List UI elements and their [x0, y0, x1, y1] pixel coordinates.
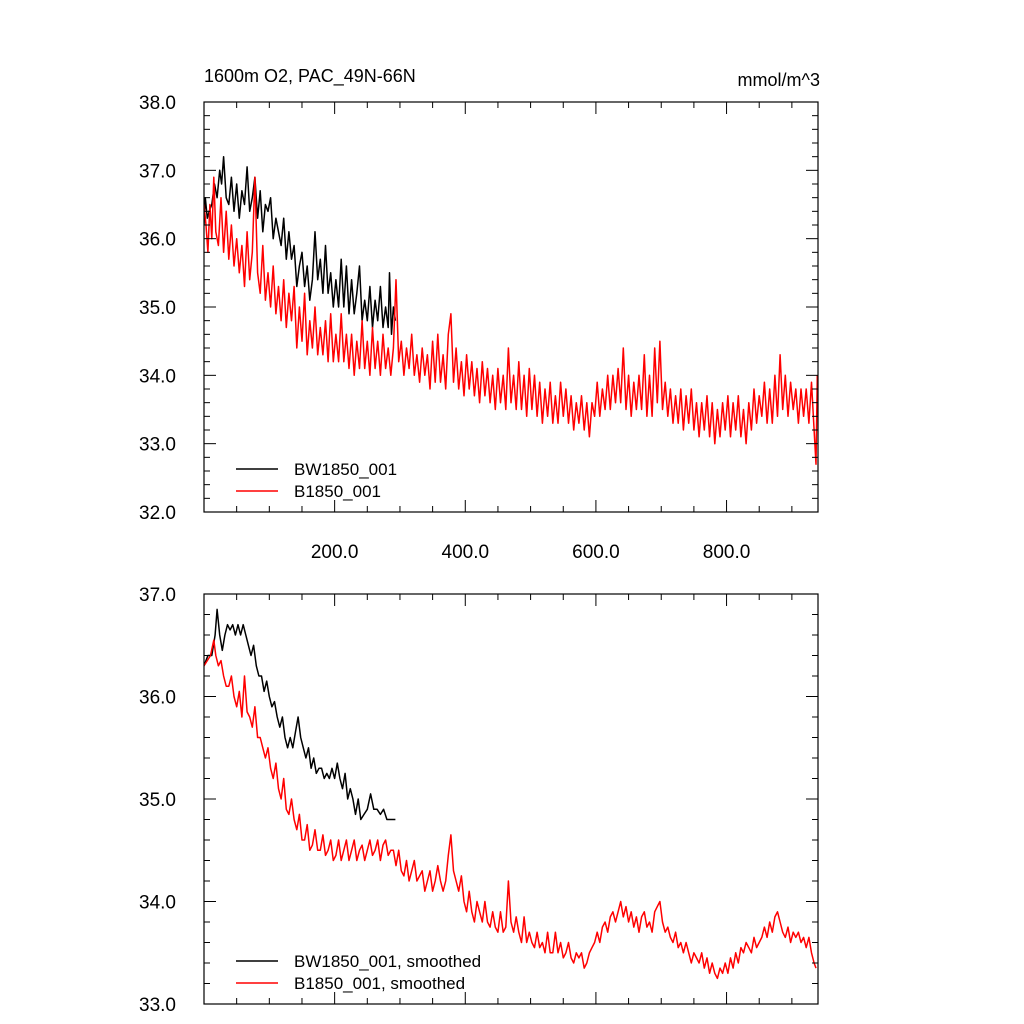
series-line-0-0 — [204, 155, 397, 336]
y-tick-label: 38.0 — [139, 93, 176, 114]
legend-label-bw1850-smoothed: BW1850_001, smoothed — [294, 952, 481, 971]
x-tick-label: 200.0 — [311, 542, 359, 563]
series-line-0-1 — [204, 176, 818, 465]
series-line-1-1 — [204, 639, 817, 980]
top-plot-frame — [203, 101, 819, 513]
x-tick-label: 800.0 — [703, 542, 751, 563]
top-axis-ticks: 32.0 33.0 34.0 35.0 36.0 37.0 38.0 200.0 400.0 60… — [139, 93, 818, 563]
top-legend: BW1850_001 B1850_001 — [236, 460, 397, 501]
bottom-panel: 33.0 34.0 35.0 36.0 37.0 BW1850_001, smoothe… — [139, 585, 819, 1016]
y-tick-label: 34.0 — [139, 893, 176, 914]
bottom-axis-ticks: 33.0 34.0 35.0 36.0 37.0 — [139, 585, 818, 1016]
top-panel-title: 1600m O2, PAC_49N-66N — [204, 66, 416, 87]
top-panel-units: mmol/m^3 — [738, 70, 820, 90]
y-tick-label: 34.0 — [139, 366, 176, 387]
y-tick-label: 37.0 — [139, 161, 176, 182]
series-line-1-0 — [204, 608, 396, 821]
legend-label-b1850: B1850_001 — [294, 482, 381, 501]
y-tick-label: 36.0 — [139, 688, 176, 709]
y-tick-label: 37.0 — [139, 585, 176, 606]
y-tick-label: 35.0 — [139, 298, 176, 319]
bottom-plot-frame — [203, 593, 819, 1005]
legend-label-bw1850: BW1850_001 — [294, 460, 397, 479]
bottom-plot-lines — [204, 608, 817, 980]
y-tick-label: 33.0 — [139, 995, 176, 1016]
top-panel: 1600m O2, PAC_49N-66N mmol/m^3 32.033.03… — [139, 66, 820, 563]
y-tick-label: 33.0 — [139, 435, 176, 456]
legend-label-b1850-smoothed: B1850_001, smoothed — [294, 974, 465, 993]
bottom-legend: BW1850_001, smoothed B1850_001, smoothed — [236, 952, 481, 993]
y-tick-label: 36.0 — [139, 230, 176, 251]
x-tick-label: 400.0 — [442, 542, 490, 563]
x-tick-label: 600.0 — [572, 542, 620, 563]
y-tick-label: 35.0 — [139, 790, 176, 811]
y-tick-label: 32.0 — [139, 503, 176, 524]
top-plot-lines — [204, 155, 818, 465]
